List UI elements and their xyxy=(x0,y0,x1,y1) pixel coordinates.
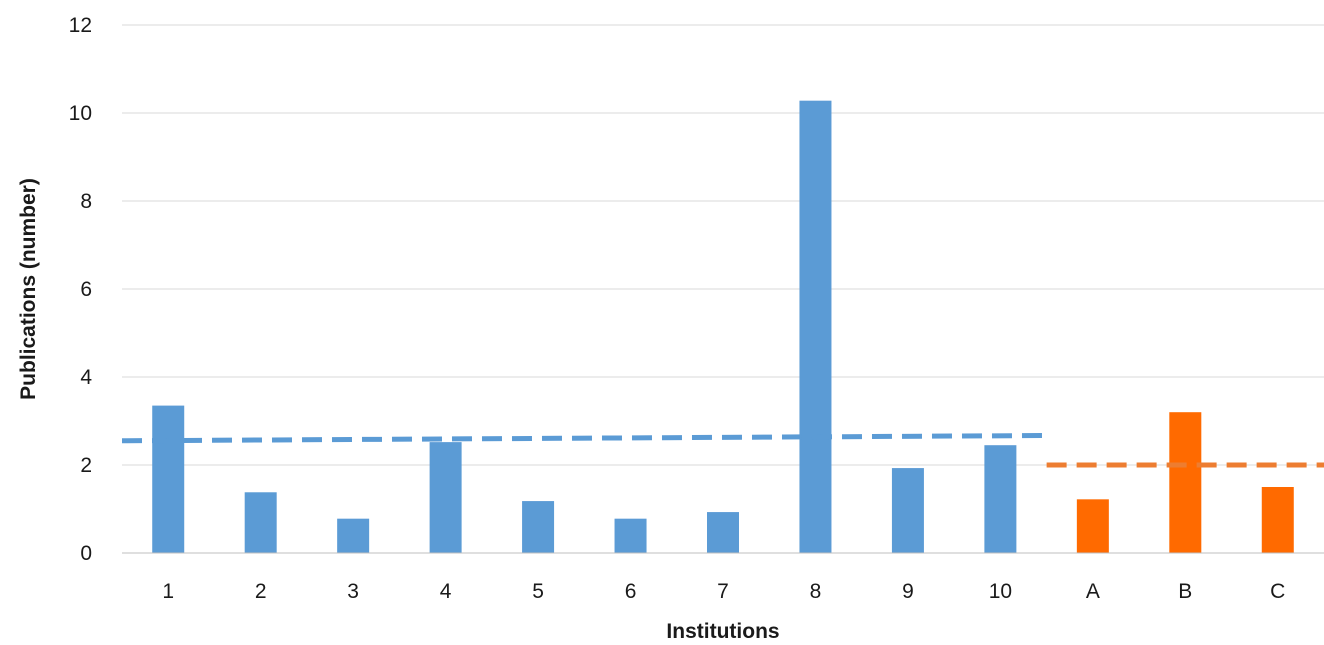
y-tick-label: 8 xyxy=(80,190,92,213)
x-tick-label: B xyxy=(1178,580,1192,603)
x-tick-label: 5 xyxy=(532,580,544,603)
x-tick-label: 8 xyxy=(810,580,822,603)
x-tick-label: A xyxy=(1086,580,1100,603)
y-tick-label: 0 xyxy=(80,542,92,565)
bar xyxy=(1169,412,1202,553)
x-tick-label: 9 xyxy=(902,580,914,603)
trendline xyxy=(121,433,1047,444)
bar xyxy=(429,442,462,553)
grid xyxy=(122,24,1324,466)
y-tick-label: 6 xyxy=(80,278,92,301)
x-tick-label: C xyxy=(1270,580,1285,603)
y-axis-ticks: 0 2 4 6 8 10 12 xyxy=(69,14,93,565)
bar xyxy=(1076,499,1109,553)
bar xyxy=(799,100,832,554)
x-axis-ticks: 1 2 3 4 5 6 7 8 9 10 A B C xyxy=(162,580,1285,603)
bar xyxy=(891,468,924,553)
bars xyxy=(152,100,1294,554)
y-axis-title: Publications (number) xyxy=(17,178,40,400)
bar xyxy=(244,492,277,553)
y-tick-label: 4 xyxy=(80,366,92,389)
y-tick-label: 12 xyxy=(69,14,92,37)
x-tick-label: 2 xyxy=(255,580,267,603)
x-axis-title: Institutions xyxy=(666,620,779,643)
bar xyxy=(614,518,647,553)
bar xyxy=(522,501,555,553)
y-tick-label: 10 xyxy=(69,102,92,125)
bar xyxy=(152,405,185,553)
bar xyxy=(1261,487,1294,553)
bar xyxy=(337,518,370,553)
trendlines xyxy=(121,433,1324,468)
bar xyxy=(984,445,1017,553)
x-tick-label: 7 xyxy=(717,580,729,603)
x-tick-label: 4 xyxy=(440,580,452,603)
bar xyxy=(707,512,739,553)
x-tick-label: 10 xyxy=(989,580,1012,603)
y-tick-label: 2 xyxy=(80,454,92,477)
x-tick-label: 3 xyxy=(347,580,359,603)
x-tick-label: 1 xyxy=(162,580,174,603)
x-tick-label: 6 xyxy=(625,580,637,603)
